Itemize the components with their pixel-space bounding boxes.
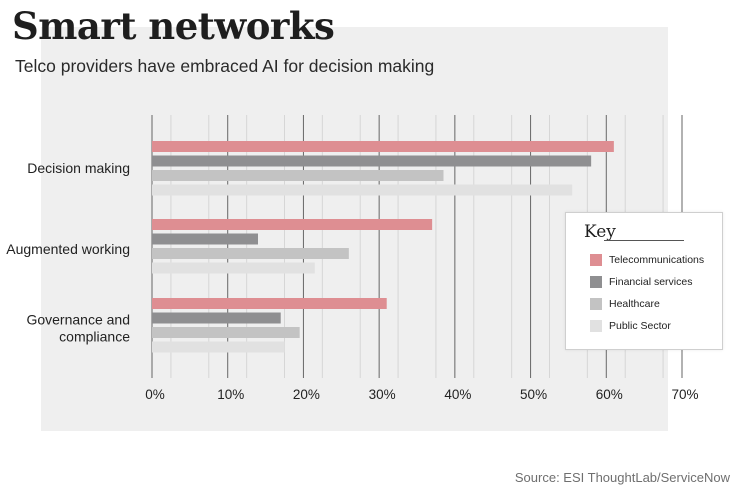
x-tick-label: 20% <box>293 387 320 402</box>
category-label: Augmented working <box>6 241 130 257</box>
x-tick-label: 10% <box>217 387 244 402</box>
legend-label: Healthcare <box>609 298 660 310</box>
category-label: compliance <box>59 329 130 345</box>
source-note: Source: ESI ThoughtLab/ServiceNow <box>514 470 730 485</box>
bar-healthcare <box>152 170 444 181</box>
legend-label: Financial services <box>609 276 693 288</box>
legend-title: Key <box>584 222 616 242</box>
category-label: Decision making <box>27 160 130 176</box>
category-labels: Decision making Augmented working Governan… <box>6 160 130 345</box>
bar-healthcare <box>152 327 300 338</box>
bar-telecommunications <box>152 298 387 309</box>
x-tick-label: 0% <box>145 387 165 402</box>
x-tick-label: 60% <box>596 387 623 402</box>
legend: Key Telecommunications Financial service… <box>565 212 723 350</box>
legend-swatch <box>590 254 602 266</box>
legend-item-telecommunications: Telecommunications <box>590 253 704 267</box>
chart-title: Smart networks <box>12 4 335 48</box>
legend-item-public-sector: Public Sector <box>590 319 671 333</box>
bar-telecommunications <box>152 219 433 230</box>
bar-healthcare <box>152 248 349 259</box>
bar-financial-services <box>152 233 258 245</box>
bar-public-sector <box>152 341 285 353</box>
bar-public-sector <box>152 184 573 196</box>
x-tick-label: 50% <box>520 387 547 402</box>
legend-swatch <box>590 298 602 310</box>
bar-telecommunications <box>152 141 614 152</box>
legend-swatch <box>590 276 602 288</box>
chart-subtitle: Telco providers have embraced AI for dec… <box>15 56 435 76</box>
category-label: Governance and <box>26 312 130 328</box>
legend-label: Public Sector <box>609 320 671 332</box>
legend-item-financial-services: Financial services <box>590 275 692 289</box>
legend-item-healthcare: Healthcare <box>590 297 660 311</box>
x-tick-labels: 0% 10% 20% 30% 40% 50% 60% 70% <box>145 387 698 402</box>
legend-rule <box>604 240 684 241</box>
bar-public-sector <box>152 262 315 274</box>
x-tick-label: 70% <box>671 387 698 402</box>
bar-financial-services <box>152 312 281 324</box>
bar-financial-services <box>152 155 592 167</box>
legend-swatch <box>590 320 602 332</box>
x-tick-label: 30% <box>369 387 396 402</box>
x-tick-label: 40% <box>444 387 471 402</box>
legend-label: Telecommunications <box>609 254 705 266</box>
bars <box>152 141 614 353</box>
